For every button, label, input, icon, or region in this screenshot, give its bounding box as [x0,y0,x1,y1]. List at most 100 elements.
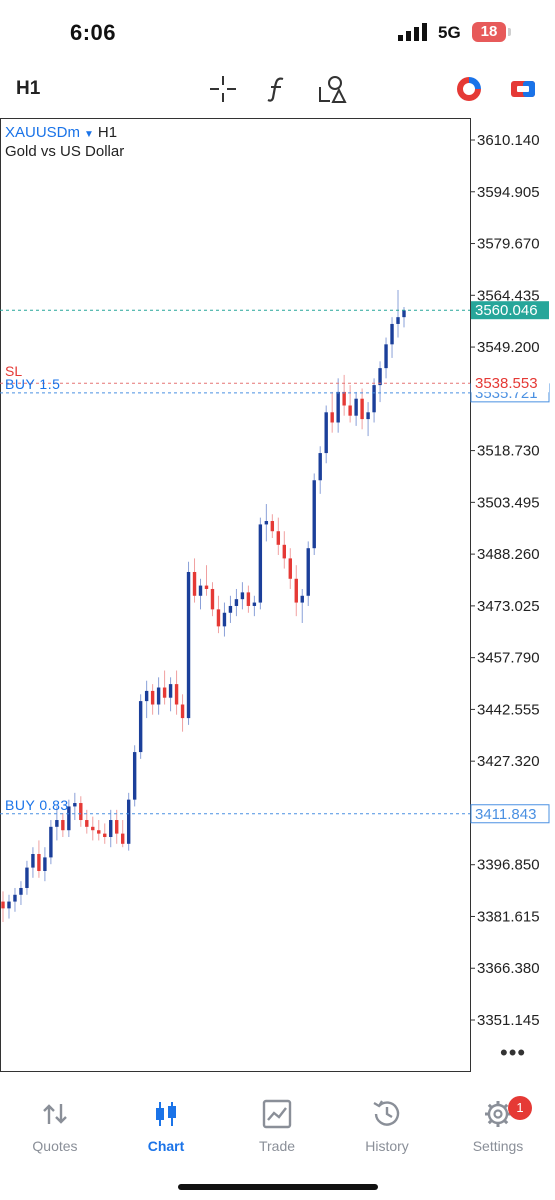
candle-body [228,605,233,613]
candle-body [258,524,263,603]
candle-body [396,317,400,324]
candle-body [336,391,340,423]
candle-body [150,690,155,705]
candle-body [342,391,346,406]
color-circle-icon[interactable] [454,74,484,104]
status-time: 6:06 [70,20,117,45]
tab-trade[interactable]: Trade [232,1098,322,1154]
price-axis-label: 3564.435 [477,287,540,304]
candle-body [13,894,17,902]
price-axis-label: 3518.730 [477,443,540,460]
tab-label: Chart [147,1138,185,1154]
battery-tip [508,28,511,36]
candle-body [384,344,388,369]
candle-body [240,592,245,600]
candle-body [1,901,5,909]
candle-body [67,806,71,831]
tab-quotes[interactable]: Quotes [10,1098,100,1154]
price-axis-label: 3610.140 [477,132,540,149]
function-icon[interactable] [263,74,293,104]
symbol-header[interactable]: XAUUSDm ▼ H1 [5,124,117,141]
quotes-icon [43,1104,67,1124]
buy-2-price-label: 3411.843 [475,806,536,823]
candle-body [324,412,328,454]
candle-body [73,803,77,807]
candle-body [372,385,376,413]
candle-body [138,701,143,753]
candle-body [222,612,227,627]
candle-body [132,752,137,800]
candle-body [55,820,59,827]
candle-body [97,830,101,834]
network-label: 5G [438,23,461,42]
candle-body [276,531,281,545]
price-axis-label: 3396.850 [477,857,540,874]
candle-body [61,820,65,831]
candle-body [168,684,173,698]
price-axis-label: 3427.320 [477,753,540,770]
home-indicator [178,1184,378,1190]
candle-body [300,595,304,603]
chart-icon [156,1102,176,1126]
tab-chart[interactable]: Chart [121,1098,211,1154]
candle-body [144,690,149,702]
candle-body [282,544,286,559]
symbol-name: XAUUSDm [5,124,81,141]
objects-icon[interactable] [317,74,347,104]
status-bar: 6:06 5G 18 [0,0,555,62]
timeframe-button[interactable]: H1 [16,78,41,99]
price-axis-label: 3594.905 [477,184,540,201]
price-axis-label: 3579.670 [477,236,540,253]
history-icon [373,1100,400,1126]
dropdown-icon: ▼ [84,129,94,140]
tab-settings[interactable]: Settings [453,1098,543,1154]
candle-body [156,687,161,705]
crosshair-icon[interactable] [208,74,238,104]
current-price-label: 3560.046 [475,302,538,319]
candle-body [79,803,83,821]
candle-body [390,323,394,345]
candle-body [43,857,47,871]
price-axis-label: 3351.145 [477,1012,540,1029]
candle-body [402,310,406,318]
candle-body [49,826,53,858]
candle-body [25,867,29,888]
candle-body [378,368,382,386]
more-options-icon[interactable]: ••• [500,1040,527,1065]
candle-body [115,820,119,834]
buy-1-order-label: BUY 1.5 [5,376,60,392]
price-axis-label: 3457.790 [477,650,540,667]
candle-body [103,833,107,838]
candle-body [216,609,221,627]
candle-body [204,585,209,589]
candle-body [91,826,95,831]
price-axis-label: 3442.555 [477,701,540,718]
candle-body [366,412,370,420]
candle-body [174,684,179,705]
candle-body [288,558,292,579]
price-axis-label: 3473.025 [477,598,540,615]
candle-body [306,548,310,596]
candle-body [7,901,11,909]
symbol-description: Gold vs US Dollar [5,143,125,160]
price-axis-label: 3366.380 [477,960,540,977]
price-axis-label: 3381.615 [477,908,540,925]
candle-body [85,820,89,827]
candle-body [198,585,203,596]
price-chart[interactable]: 3610.140 3594.905 3579.670 3564.435 3549.200… [0,118,555,1072]
candle-body [126,799,131,844]
price-axis-label: 3503.495 [477,494,540,511]
current-price-tag [471,301,549,320]
price-axis-label: 3549.200 [477,339,540,356]
trade-icon[interactable] [508,74,538,104]
tab-label: History [365,1138,409,1154]
candle-body [109,820,113,838]
candle-body [348,405,352,416]
tab-history[interactable]: History [342,1098,432,1154]
chart-area[interactable]: 3610.140 3594.905 3579.670 3564.435 3549.200… [0,118,555,1072]
candle-body [270,521,275,532]
candle-body [37,854,41,871]
settings-icon [485,1101,511,1127]
candle-body [354,398,358,416]
candle-body [234,599,239,606]
